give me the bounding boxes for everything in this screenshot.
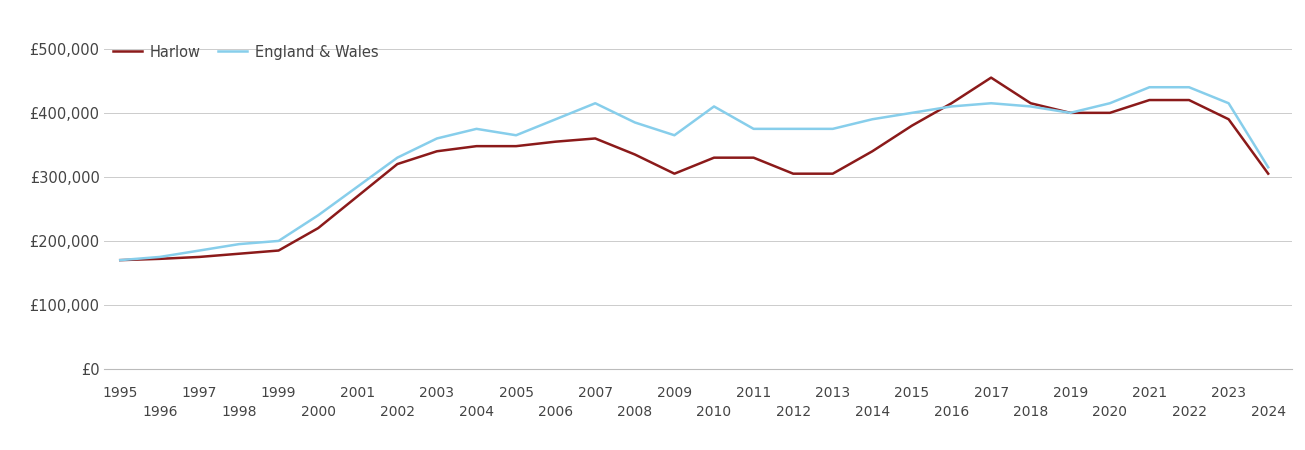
England & Wales xyxy=(626,120,642,125)
England & Wales xyxy=(429,136,445,141)
England & Wales xyxy=(1181,85,1197,90)
England & Wales xyxy=(944,104,959,109)
Text: 2013: 2013 xyxy=(816,386,851,400)
Text: 2023: 2023 xyxy=(1211,386,1246,400)
Harlow xyxy=(1101,110,1117,116)
Text: 2015: 2015 xyxy=(894,386,929,400)
England & Wales xyxy=(468,126,484,131)
Harlow xyxy=(587,136,603,141)
Harlow xyxy=(1261,171,1276,176)
Harlow xyxy=(311,225,326,231)
England & Wales xyxy=(1220,100,1236,106)
Harlow xyxy=(270,248,286,253)
Harlow xyxy=(1181,97,1197,103)
England & Wales xyxy=(151,254,167,260)
Text: 2016: 2016 xyxy=(934,405,970,419)
Line: Harlow: Harlow xyxy=(120,77,1268,260)
Text: 1996: 1996 xyxy=(142,405,177,419)
Harlow xyxy=(745,155,761,160)
Text: 2010: 2010 xyxy=(697,405,732,419)
Harlow xyxy=(112,257,128,263)
Harlow xyxy=(231,251,247,256)
Text: 2021: 2021 xyxy=(1131,386,1167,400)
Harlow xyxy=(944,100,959,106)
Text: 2001: 2001 xyxy=(341,386,376,400)
Legend: Harlow, England & Wales: Harlow, England & Wales xyxy=(108,40,382,64)
Harlow xyxy=(1220,117,1236,122)
Text: 2003: 2003 xyxy=(419,386,454,400)
England & Wales xyxy=(311,212,326,218)
Harlow xyxy=(429,148,445,154)
England & Wales xyxy=(983,100,998,106)
Text: 2006: 2006 xyxy=(538,405,573,419)
England & Wales xyxy=(825,126,840,131)
England & Wales xyxy=(1062,110,1078,116)
Text: 2018: 2018 xyxy=(1013,405,1048,419)
England & Wales xyxy=(389,155,405,160)
Line: England & Wales: England & Wales xyxy=(120,87,1268,260)
England & Wales xyxy=(786,126,801,131)
Harlow xyxy=(983,75,998,80)
Harlow xyxy=(626,152,642,157)
Text: 2004: 2004 xyxy=(459,405,495,419)
England & Wales xyxy=(706,104,722,109)
England & Wales xyxy=(587,100,603,106)
Text: 2022: 2022 xyxy=(1172,405,1207,419)
Harlow xyxy=(825,171,840,176)
Text: 2008: 2008 xyxy=(617,405,652,419)
England & Wales xyxy=(1101,100,1117,106)
Text: 2024: 2024 xyxy=(1250,405,1285,419)
Text: 2017: 2017 xyxy=(974,386,1009,400)
England & Wales xyxy=(508,133,523,138)
Text: 2000: 2000 xyxy=(300,405,335,419)
Harlow xyxy=(1142,97,1158,103)
England & Wales xyxy=(1142,85,1158,90)
Text: 2005: 2005 xyxy=(499,386,534,400)
England & Wales xyxy=(864,117,880,122)
Harlow xyxy=(548,139,564,144)
England & Wales xyxy=(548,117,564,122)
England & Wales xyxy=(350,184,365,189)
England & Wales xyxy=(192,248,207,253)
Text: 1997: 1997 xyxy=(181,386,217,400)
England & Wales xyxy=(667,133,683,138)
Harlow xyxy=(1023,100,1039,106)
Text: 2002: 2002 xyxy=(380,405,415,419)
England & Wales xyxy=(231,241,247,247)
Harlow xyxy=(389,162,405,167)
Harlow xyxy=(667,171,683,176)
Harlow xyxy=(786,171,801,176)
Harlow xyxy=(864,148,880,154)
England & Wales xyxy=(1023,104,1039,109)
England & Wales xyxy=(745,126,761,131)
England & Wales xyxy=(904,110,920,116)
Text: 2019: 2019 xyxy=(1053,386,1088,400)
Harlow xyxy=(706,155,722,160)
Text: 1998: 1998 xyxy=(222,405,257,419)
Harlow xyxy=(904,123,920,128)
Harlow xyxy=(1062,110,1078,116)
Text: 2020: 2020 xyxy=(1092,405,1128,419)
England & Wales xyxy=(1261,165,1276,170)
Harlow xyxy=(151,256,167,261)
Text: 2014: 2014 xyxy=(855,405,890,419)
Text: 2009: 2009 xyxy=(656,386,692,400)
Harlow xyxy=(350,194,365,199)
England & Wales xyxy=(112,257,128,263)
Text: 1995: 1995 xyxy=(103,386,138,400)
England & Wales xyxy=(270,238,286,243)
Text: 2011: 2011 xyxy=(736,386,771,400)
Text: 2007: 2007 xyxy=(578,386,613,400)
Harlow xyxy=(508,144,523,149)
Harlow xyxy=(192,254,207,260)
Harlow xyxy=(468,144,484,149)
Text: 2012: 2012 xyxy=(775,405,810,419)
Text: 1999: 1999 xyxy=(261,386,296,400)
